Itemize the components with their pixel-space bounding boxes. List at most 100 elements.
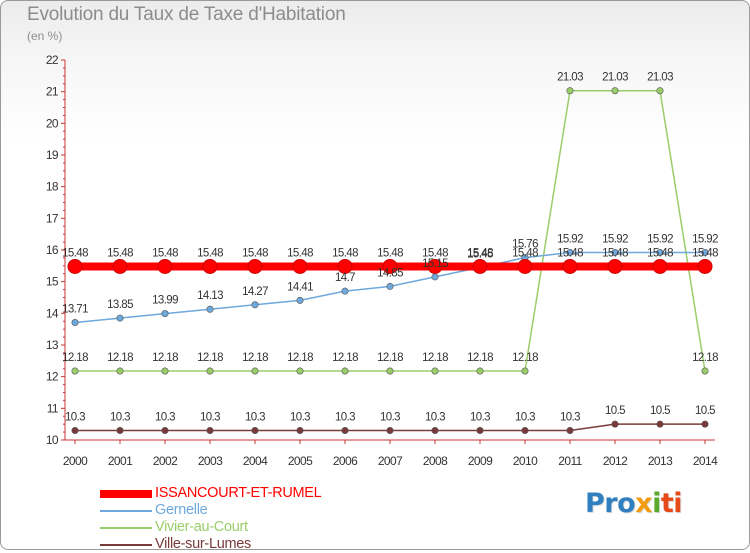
data-label: 10.3 [290, 412, 310, 424]
data-point [566, 87, 574, 95]
data-point [476, 367, 484, 375]
data-point [251, 426, 259, 434]
data-label: 15.48 [692, 247, 718, 259]
data-label: 15.92 [602, 234, 628, 246]
x-tick-label: 2009 [468, 454, 493, 468]
data-point [427, 258, 443, 274]
legend-label: ISSANCOURT-ET-RUMEL [155, 485, 322, 501]
data-point [656, 87, 664, 95]
data-label: 15.48 [107, 247, 133, 259]
data-label: 10.3 [245, 412, 265, 424]
y-tick-label: 18 [46, 180, 59, 194]
y-tick-label: 10 [46, 433, 59, 447]
data-point [611, 87, 619, 95]
data-label: 12.18 [197, 352, 223, 364]
data-point [341, 287, 349, 295]
data-point [611, 420, 619, 428]
data-label: 21.03 [647, 72, 673, 84]
data-point [206, 367, 214, 375]
data-label: 13.85 [107, 299, 133, 311]
data-point [251, 367, 259, 375]
x-tick-label: 2011 [558, 454, 582, 468]
data-label: 12.18 [152, 352, 178, 364]
data-point [161, 367, 169, 375]
data-label: 13.71 [62, 304, 88, 316]
data-label: 14.41 [287, 281, 313, 293]
data-point [607, 258, 623, 274]
data-label: 12.18 [62, 352, 88, 364]
data-label: 15.45 [467, 248, 493, 260]
y-tick-label: 22 [46, 53, 59, 67]
data-point [161, 310, 169, 318]
data-label: 12.18 [287, 352, 313, 364]
data-point [701, 367, 709, 375]
data-label: 15.76 [512, 239, 538, 251]
legend-swatch [100, 490, 152, 498]
data-label: 15.48 [242, 247, 268, 259]
data-label: 12.18 [107, 352, 133, 364]
data-point [71, 426, 79, 434]
data-label: 13.99 [152, 295, 178, 307]
x-tick-label: 2012 [603, 454, 628, 468]
y-tick-label: 12 [46, 370, 59, 384]
x-tick-label: 2002 [153, 454, 178, 468]
legend-swatch [100, 510, 152, 512]
data-point [431, 273, 439, 281]
data-label: 10.3 [200, 412, 220, 424]
data-label: 10.3 [560, 412, 580, 424]
data-point [112, 258, 128, 274]
x-tick-label: 2010 [513, 454, 538, 468]
data-point [472, 258, 488, 274]
y-tick-label: 16 [46, 243, 59, 257]
y-tick-label: 19 [46, 148, 59, 162]
data-point [296, 296, 304, 304]
data-label: 15.48 [287, 247, 313, 259]
data-label: 10.3 [65, 412, 85, 424]
legend-label: Gernelle [155, 502, 208, 518]
y-tick-label: 21 [46, 85, 59, 99]
legend-swatch [100, 527, 152, 529]
data-point [701, 420, 709, 428]
y-tick-label: 20 [46, 116, 59, 130]
series-line [75, 89, 706, 372]
data-point [157, 258, 173, 274]
data-point [431, 426, 439, 434]
chart-unit-label: (en %) [27, 29, 63, 43]
data-label: 15.48 [377, 247, 403, 259]
data-point [67, 258, 83, 274]
data-label: 10.3 [470, 412, 490, 424]
data-point [202, 258, 218, 274]
x-tick-label: 2007 [378, 454, 403, 468]
data-label: 12.18 [377, 352, 403, 364]
logo-part-2: x [635, 488, 653, 519]
data-point [71, 367, 79, 375]
data-label: 15.48 [467, 247, 493, 259]
data-label: 10.3 [155, 412, 175, 424]
data-label: 12.18 [242, 352, 268, 364]
x-tick-label: 2000 [63, 454, 88, 468]
data-point [161, 426, 169, 434]
x-tick-label: 2005 [288, 454, 313, 468]
data-point [476, 426, 484, 434]
legend-label: Vivier-au-Court [155, 519, 248, 535]
data-point [431, 367, 439, 375]
data-label: 10.5 [605, 405, 625, 417]
y-tick-label: 15 [46, 275, 59, 289]
data-label: 15.48 [602, 247, 628, 259]
data-label: 15.48 [62, 247, 88, 259]
data-point [251, 301, 259, 309]
data-point [386, 367, 394, 375]
data-point [697, 258, 713, 274]
data-label: 15.48 [422, 247, 448, 259]
x-tick-label: 2014 [693, 454, 718, 468]
y-tick-label: 11 [47, 401, 59, 415]
data-point [382, 258, 398, 274]
data-label: 10.5 [695, 405, 715, 417]
data-label: 10.5 [650, 405, 670, 417]
data-label: 15.48 [557, 247, 583, 259]
data-label: 15.48 [647, 247, 673, 259]
logo-part-4: ti [660, 488, 683, 519]
data-label: 12.18 [332, 352, 358, 364]
logo-part-1: Pro [585, 488, 636, 519]
